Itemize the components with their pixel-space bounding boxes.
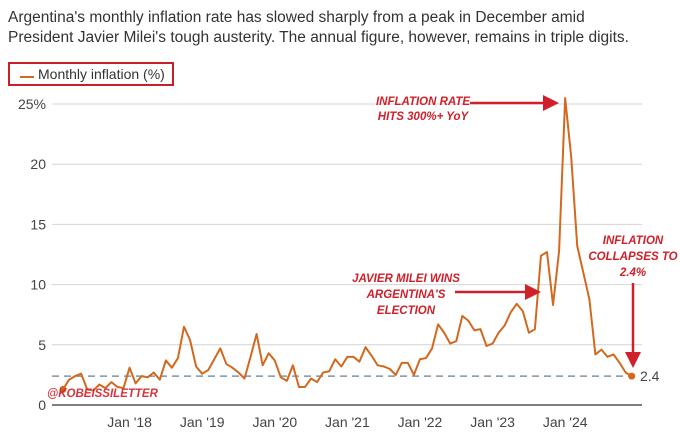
y-tick-label: 20 — [30, 156, 46, 172]
annotation-election: JAVIER MILEI WINS — [352, 273, 460, 285]
x-tick-label: Jan '18 — [107, 414, 152, 430]
x-tick-label: Jan '24 — [543, 414, 588, 430]
y-tick-label: 5 — [38, 337, 46, 353]
legend-swatch — [20, 76, 34, 78]
title-line-1: Argentina's monthly inflation rate has s… — [8, 9, 585, 26]
x-tick-label: Jan '20 — [252, 414, 297, 430]
legend-label: Monthly inflation (%) — [38, 66, 165, 82]
y-tick-label: 0 — [38, 397, 46, 413]
x-tick-label: Jan '19 — [180, 414, 225, 430]
y-tick-label: 10 — [30, 277, 46, 293]
y-tick-label: 25% — [18, 96, 46, 112]
annotation-peak: HITS 300%+ YoY — [378, 111, 470, 123]
data-point — [628, 372, 636, 380]
y-tick-label: 15 — [30, 216, 46, 232]
inflation-line — [62, 96, 633, 392]
data-point — [59, 385, 67, 393]
legend: Monthly inflation (%) — [8, 62, 174, 86]
annotation-collapse: INFLATION — [603, 235, 664, 247]
annotation-election: ARGENTINA'S — [366, 289, 446, 301]
annotation-collapse: COLLAPSES TO — [588, 251, 677, 263]
x-tick-label: Jan '23 — [470, 414, 515, 430]
reference-line-label: 2.4 — [640, 368, 660, 384]
title-line-2: President Javier Milei's tough austerity… — [8, 29, 629, 46]
x-tick-label: Jan '22 — [398, 414, 443, 430]
annotation-collapse: 2.4% — [619, 267, 646, 279]
watermark: @KOBEISSILETTER — [47, 388, 159, 400]
chart-title: Argentina's monthly inflation rate has s… — [8, 8, 678, 48]
x-tick-label: Jan '21 — [325, 414, 370, 430]
annotation-election: ELECTION — [377, 305, 436, 317]
annotation-peak: INFLATION RATE — [376, 96, 470, 108]
